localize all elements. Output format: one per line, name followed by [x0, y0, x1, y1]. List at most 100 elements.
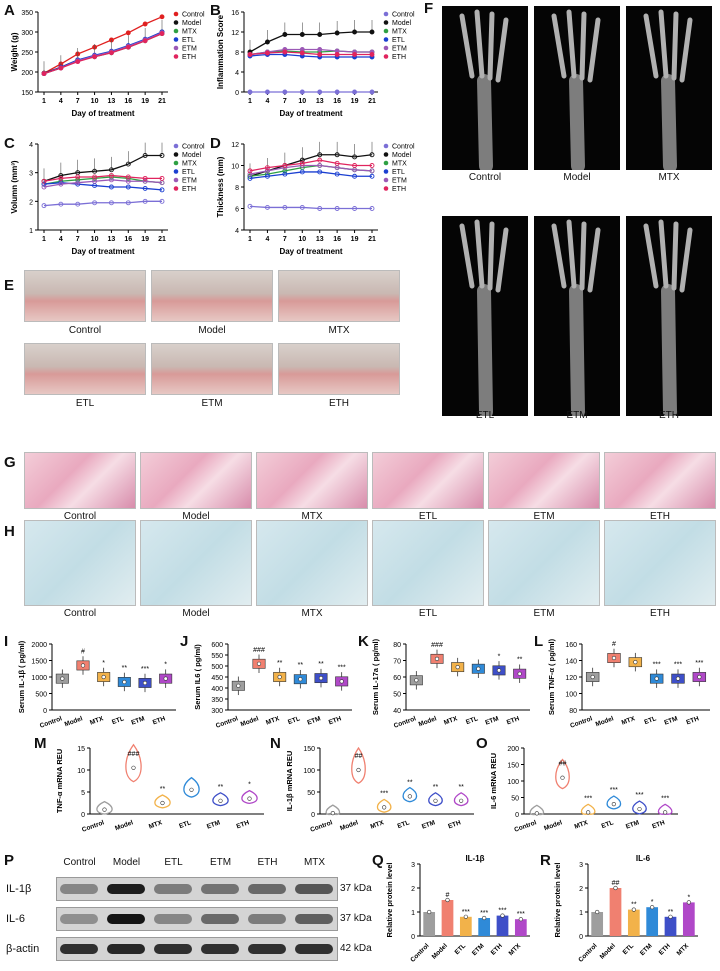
data-point-control: [264, 204, 270, 210]
y-tick-label: 100: [303, 768, 315, 775]
safranin-stain-image-etm: [488, 520, 600, 606]
box-chart-serum-il17a: 40 50 60 70 80 Serum IL-17a ( pg/ml) Control ##…: [371, 638, 530, 730]
x-tick-label: 13: [108, 98, 116, 105]
data-point-eth: [352, 52, 358, 57]
x-tick-label: 7: [76, 236, 80, 243]
data-point-eth: [92, 174, 98, 180]
y-tick-label: 4: [235, 228, 239, 235]
significance-marker: ##: [559, 761, 567, 768]
data-point: [427, 909, 432, 915]
he-stain-image-eth: [604, 452, 716, 509]
data-point: [163, 676, 168, 681]
data-point-eth: [352, 163, 358, 168]
safranin-stain-label: ETH: [650, 608, 670, 619]
violin-etm: [428, 792, 443, 807]
data-point: [631, 907, 636, 912]
legend-marker-model: [173, 20, 179, 25]
y-tick-label: 5: [81, 790, 85, 797]
data-point-control: [125, 30, 131, 36]
significance-marker: **: [318, 661, 324, 668]
legend-label-model: Model: [182, 20, 202, 27]
data-point-etm: [58, 181, 64, 187]
data-point-etl: [108, 184, 114, 190]
x-tick-label: 1: [42, 98, 46, 105]
blot-band: [201, 944, 239, 954]
he-stain-label: ETL: [418, 511, 438, 522]
xray-image-etm: [534, 216, 620, 416]
data-point: [686, 900, 691, 905]
blot-band: [201, 914, 239, 924]
data-point: [697, 674, 702, 680]
y-tick-label: 60: [393, 675, 401, 682]
paw-photo-mtx: [278, 270, 400, 322]
blot-band: [154, 884, 192, 894]
y-tick-label: 350: [211, 697, 223, 704]
data-point: [518, 917, 523, 922]
y-axis-title: Volumn (mm³): [10, 160, 19, 214]
violin-model: [125, 743, 142, 783]
x-tick-label: 1: [42, 236, 46, 243]
data-point-model: [58, 173, 64, 178]
data-point-model: [142, 153, 148, 158]
data-point-control: [108, 200, 114, 206]
legend-label-control: Control: [392, 12, 415, 19]
data-point: [339, 679, 344, 684]
y-tick-label: 150: [303, 746, 315, 753]
xray-bones: [459, 219, 509, 416]
panel-letter-g: G: [4, 454, 16, 471]
data-point: [101, 674, 106, 680]
legend-label-etm: ETM: [182, 178, 197, 185]
x-tick-label: Model: [543, 819, 563, 832]
data-point: [595, 909, 600, 915]
x-tick-label: 16: [124, 236, 132, 243]
he-stain-image-mtx: [256, 452, 368, 509]
y-tick-label: 16: [231, 10, 239, 17]
violin-model: [555, 758, 570, 790]
data-point-etm: [41, 184, 47, 190]
data-point-eth: [58, 65, 64, 71]
panel-letter-k: K: [358, 633, 369, 650]
legend-marker-eth: [383, 186, 389, 191]
x-tick-label: MTX: [574, 819, 590, 830]
legend-marker-model: [383, 20, 389, 25]
data-point: [517, 671, 522, 676]
x-tick-label: 21: [158, 98, 166, 105]
data-point-eth: [159, 31, 165, 37]
data-point: [668, 914, 673, 919]
legend-label-model: Model: [392, 20, 412, 27]
bar-chart-il1b-protein: 0 1 2 3 Relative protein level IL-1β Control # M…: [385, 854, 530, 964]
data-point: [611, 655, 617, 661]
data-point-etl: [334, 171, 340, 177]
violin-model: [351, 746, 366, 784]
y-tick-label: 0: [515, 812, 519, 819]
x-tick-label: Model: [431, 942, 449, 960]
xray-image-mtx: [626, 6, 712, 170]
significance-marker: ***: [480, 910, 488, 917]
y-tick-label: 2: [411, 886, 415, 893]
blot-band: [107, 914, 145, 924]
series-line-eth: [43, 33, 163, 75]
x-tick-label: MTX: [676, 942, 691, 957]
xray-bones: [459, 9, 509, 170]
y-tick-label: 2: [29, 199, 33, 206]
x-tick-label: ETH: [506, 715, 521, 726]
data-point: [218, 798, 223, 803]
x-tick-label: ETM: [484, 715, 499, 726]
significance-marker: ***: [661, 795, 669, 802]
legend-label-etm: ETM: [392, 178, 407, 185]
xray-bones: [551, 9, 601, 170]
paw-photo-etl: [24, 343, 146, 395]
panel-letter-q: Q: [372, 852, 384, 869]
legend-label-eth: ETH: [182, 54, 196, 61]
significance-marker: ***: [380, 790, 388, 797]
violin-etl: [183, 776, 200, 798]
y-tick-label: 0: [81, 812, 85, 819]
x-tick-label: 7: [283, 98, 287, 105]
blot-lane-label-mtx: MTX: [303, 857, 326, 868]
data-point-control: [369, 206, 375, 211]
violin-mtx: [376, 798, 392, 813]
significance-marker: ***: [610, 787, 618, 794]
data-point-etm: [317, 163, 323, 168]
line-chart-volume: 1 2 3 4 1 4 7 10 13 16 19 21 Day of treatment Volumn …: [10, 142, 205, 256]
blot-row-label: IL-1β: [6, 883, 32, 895]
